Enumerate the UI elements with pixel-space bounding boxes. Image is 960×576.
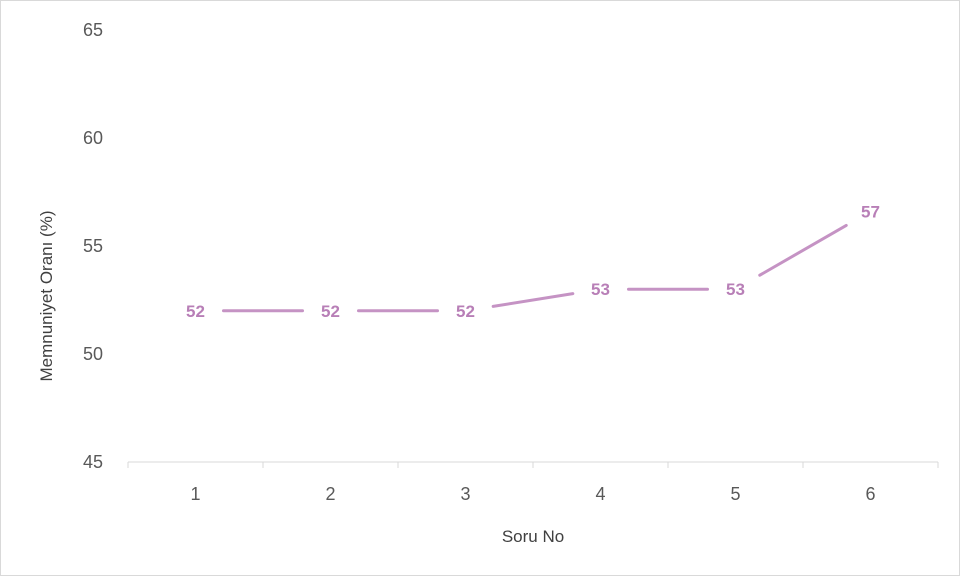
x-tick-label: 4 xyxy=(595,484,605,504)
x-tick-label: 3 xyxy=(460,484,470,504)
x-axis-title: Soru No xyxy=(502,527,564,546)
data-label: 53 xyxy=(591,280,610,299)
y-axis-title: Memnuniyet Oranı (%) xyxy=(37,211,56,382)
x-axis-ticks: 1 2 3 4 5 6 xyxy=(127,462,939,504)
data-label: 53 xyxy=(726,280,745,299)
y-tick-label: 55 xyxy=(83,236,103,256)
data-labels: 52 52 52 53 53 57 xyxy=(186,202,880,320)
series-line xyxy=(222,223,848,313)
x-tick-label: 1 xyxy=(190,484,200,504)
y-tick-label: 65 xyxy=(83,20,103,40)
series-segment xyxy=(758,223,848,277)
x-tick-label: 2 xyxy=(325,484,335,504)
series-segment xyxy=(491,292,575,308)
y-tick-label: 45 xyxy=(83,452,103,472)
data-label: 57 xyxy=(861,202,880,221)
y-tick-label: 50 xyxy=(83,344,103,364)
x-tick-label: 6 xyxy=(865,484,875,504)
x-tick-label: 5 xyxy=(730,484,740,504)
data-label: 52 xyxy=(186,302,205,321)
y-tick-label: 60 xyxy=(83,128,103,148)
data-label: 52 xyxy=(456,302,475,321)
y-axis-ticks: 45 50 55 60 65 xyxy=(83,20,103,472)
data-label: 52 xyxy=(321,302,340,321)
